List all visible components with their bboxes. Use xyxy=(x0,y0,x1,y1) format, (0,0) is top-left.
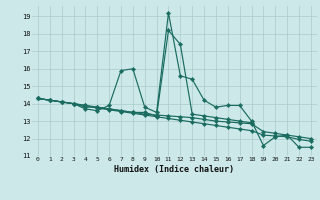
X-axis label: Humidex (Indice chaleur): Humidex (Indice chaleur) xyxy=(115,165,234,174)
